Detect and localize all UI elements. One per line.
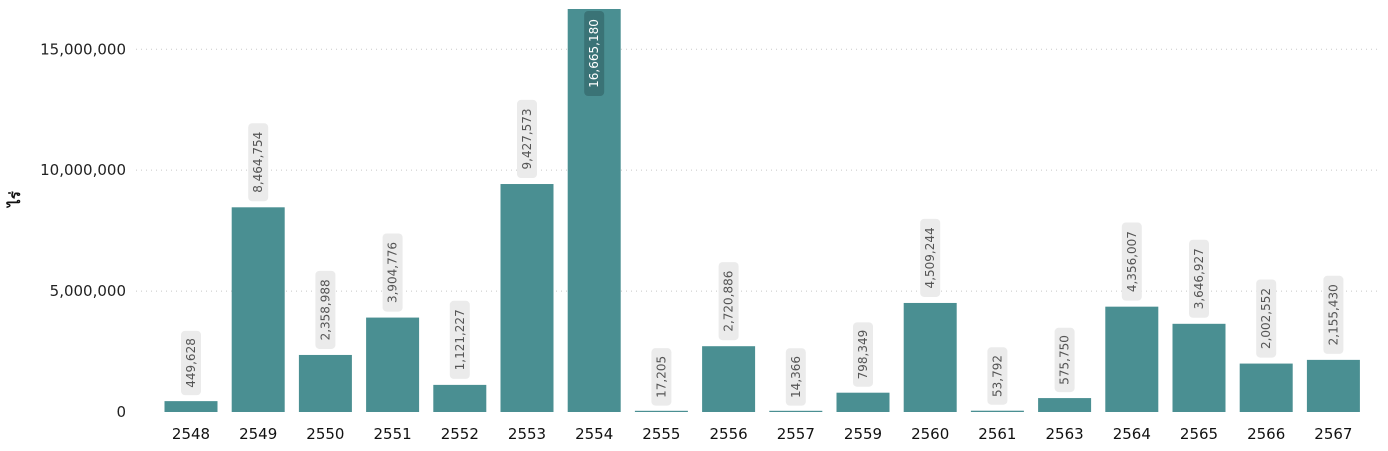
bar xyxy=(1306,359,1360,412)
data-label-box xyxy=(853,322,873,387)
bar xyxy=(298,354,352,412)
x-axis: 2548 2549 2550 2551 2552 2553 2554 2555 2556 2557… xyxy=(172,425,1353,443)
data-label: 4,509,244 xyxy=(923,227,937,288)
data-label-box xyxy=(315,270,336,349)
bar xyxy=(769,410,823,412)
data-label-box xyxy=(248,123,269,202)
x-tick-label: 2550 xyxy=(306,425,344,443)
data-label: 16,665,180 xyxy=(587,19,601,88)
x-tick-label: 2553 xyxy=(508,425,546,443)
data-label-box xyxy=(181,330,201,396)
data-label-box xyxy=(1189,239,1209,318)
data-label: 8,464,754 xyxy=(251,132,265,193)
data-label: 575,750 xyxy=(1058,335,1072,385)
bar xyxy=(366,317,420,412)
y-axis: ไร่ 0 5,000,000 10,000,000 15,000,000 xyxy=(5,40,126,421)
y-axis-title: ไร่ xyxy=(5,190,24,209)
data-label: 9,427,573 xyxy=(520,108,534,169)
x-tick-label: 2549 xyxy=(239,425,277,443)
data-label-box xyxy=(718,262,739,341)
y-tick-label: 10,000,000 xyxy=(40,161,126,179)
x-tick-label: 2565 xyxy=(1180,425,1218,443)
x-tick-label: 2567 xyxy=(1314,425,1352,443)
bar xyxy=(970,410,1024,412)
data-label-box xyxy=(1323,275,1344,354)
data-label: 2,720,886 xyxy=(722,271,736,332)
data-label-box xyxy=(584,11,605,96)
data-label: 1,121,227 xyxy=(453,309,467,370)
data-label: 2,002,552 xyxy=(1259,288,1273,349)
data-label: 53,792 xyxy=(990,355,1004,397)
data-label-box xyxy=(785,348,806,406)
bar xyxy=(433,384,487,412)
bar xyxy=(164,401,218,412)
data-label: 4,356,007 xyxy=(1125,231,1139,292)
x-tick-label: 2561 xyxy=(978,425,1016,443)
x-tick-label: 2559 xyxy=(844,425,882,443)
data-label-box xyxy=(1121,222,1142,301)
bar xyxy=(634,410,688,412)
bars xyxy=(164,9,1360,412)
bar xyxy=(903,302,957,412)
data-label: 3,904,776 xyxy=(386,242,400,303)
data-label: 2,155,430 xyxy=(1326,284,1340,345)
y-tick-label: 15,000,000 xyxy=(40,40,126,58)
data-label-box xyxy=(449,300,470,379)
x-tick-label: 2554 xyxy=(575,425,613,443)
y-tick-label: 0 xyxy=(116,403,126,421)
bar xyxy=(836,392,890,412)
y-tick-label: 5,000,000 xyxy=(50,282,126,300)
data-label: 17,205 xyxy=(654,356,668,398)
bar xyxy=(500,184,554,412)
data-label-box xyxy=(651,348,672,406)
data-label-box xyxy=(920,218,941,297)
x-tick-label: 2556 xyxy=(710,425,748,443)
x-tick-label: 2548 xyxy=(172,425,210,443)
x-tick-label: 2557 xyxy=(777,425,815,443)
bar xyxy=(1172,323,1226,412)
data-label: 449,628 xyxy=(184,338,198,388)
x-tick-label: 2563 xyxy=(1046,425,1084,443)
data-label: 14,366 xyxy=(789,356,803,398)
data-label-box xyxy=(517,99,537,179)
x-tick-label: 2564 xyxy=(1113,425,1151,443)
data-label-box xyxy=(987,347,1008,405)
x-tick-label: 2555 xyxy=(642,425,680,443)
bar xyxy=(231,207,285,412)
data-label-box xyxy=(1256,279,1277,358)
data-label-box xyxy=(382,233,403,312)
data-label: 798,349 xyxy=(856,330,870,380)
x-tick-label: 2566 xyxy=(1247,425,1285,443)
bar xyxy=(702,346,756,412)
x-tick-label: 2551 xyxy=(374,425,412,443)
bar xyxy=(1105,306,1159,412)
data-labels: 449,628 8,464,754 2,358,988 3,904,776 1,121,… xyxy=(181,11,1344,406)
x-tick-label: 2560 xyxy=(911,425,949,443)
data-label-box xyxy=(1054,327,1075,393)
data-label: 3,646,927 xyxy=(1192,248,1206,309)
data-label: 2,358,988 xyxy=(318,279,332,340)
bar xyxy=(1239,363,1293,412)
bar xyxy=(1038,398,1092,412)
x-tick-label: 2552 xyxy=(441,425,479,443)
